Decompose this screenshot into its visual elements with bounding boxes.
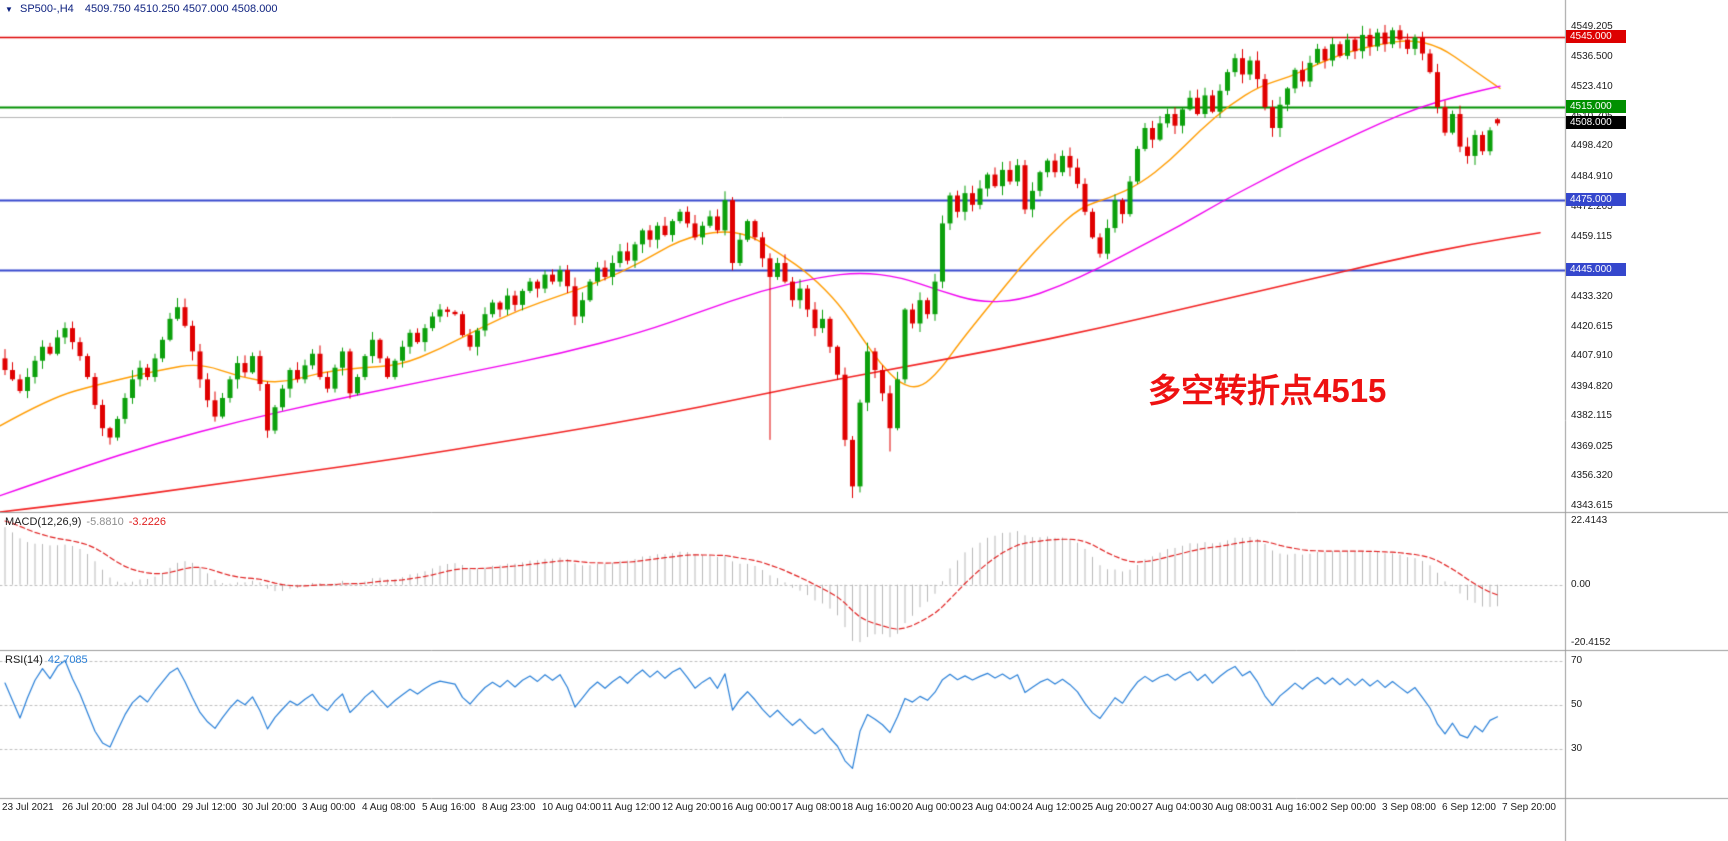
price-axis-label: 4382.115: [1571, 410, 1612, 422]
symbol-timeframe: SP500-,H4: [19, 3, 74, 15]
time-axis-label: 12 Aug 20:00: [662, 802, 721, 813]
time-axis-label: 4 Aug 08:00: [362, 802, 416, 813]
time-axis-label: 26 Jul 20:00: [62, 802, 117, 813]
time-axis-label: 17 Aug 08:00: [782, 802, 841, 813]
price-axis-label: 4343.615: [1571, 499, 1613, 511]
rsi-axis-label: 70: [1571, 655, 1583, 666]
time-axis-label: 31 Aug 16:00: [1262, 802, 1321, 813]
rsi-indicator-label: RSI(14) 42.7085: [5, 654, 88, 666]
time-axis-label: 3 Aug 00:00: [302, 802, 356, 813]
price-axis-label: 4498.420: [1571, 139, 1613, 151]
time-axis-label: 30 Aug 08:00: [1202, 802, 1261, 813]
price-tag: 4508.000: [1566, 116, 1626, 130]
macd-histogram-value: -5.8810: [86, 516, 124, 528]
time-axis-label: 24 Aug 12:00: [1022, 802, 1081, 813]
price-axis-label: 4433.320: [1571, 291, 1613, 303]
time-axis-label: 28 Jul 04:00: [122, 802, 177, 813]
time-axis-label: 23 Aug 04:00: [962, 802, 1021, 813]
time-axis-label: 29 Jul 12:00: [182, 802, 237, 813]
time-axis-label: 11 Aug 12:00: [602, 802, 661, 813]
price-axis-label: 4356.320: [1571, 470, 1613, 482]
price-tag: 4475.000: [1566, 193, 1626, 207]
macd-signal-value: -3.2226: [128, 516, 167, 528]
price-axis-label: 4523.410: [1571, 81, 1613, 93]
macd-axis-label: 0.00: [1571, 578, 1591, 590]
price-tag: 4445.000: [1566, 262, 1626, 276]
time-axis-label: 5 Aug 16:00: [422, 802, 476, 813]
price-axis-label: 4369.025: [1571, 440, 1613, 452]
macd-indicator-label: MACD(12,26,9) -5.8810 -3.2226: [5, 516, 166, 528]
price-axis-label: 4549.205: [1571, 21, 1613, 33]
time-axis-label: 16 Aug 00:00: [722, 802, 781, 813]
time-axis-label: 20 Aug 00:00: [902, 802, 961, 813]
price-axis-label: 4459.115: [1571, 231, 1612, 243]
time-axis-label: 6 Sep 12:00: [1442, 802, 1496, 813]
price-axis-label: 4420.615: [1571, 320, 1613, 332]
time-axis-label: 27 Aug 04:00: [1142, 802, 1201, 813]
macd-name: MACD(12,26,9): [5, 516, 82, 528]
rsi-axis-label: 50: [1571, 699, 1583, 710]
time-axis-label: 10 Aug 04:00: [542, 802, 601, 813]
chart-header: ▼ SP500-,H4 4509.750 4510.250 4507.000 4…: [5, 3, 278, 15]
symbol-dropdown-icon[interactable]: ▼: [5, 5, 13, 14]
price-tag: 4545.000: [1566, 30, 1626, 44]
price-axis-label: 4472.205: [1571, 200, 1613, 212]
price-tag: 4515.000: [1566, 100, 1626, 114]
ohlc-readout: 4509.750 4510.250 4507.000 4508.000: [84, 3, 278, 15]
rsi-value: 42.7085: [47, 654, 88, 666]
time-axis-label: 3 Sep 08:00: [1382, 802, 1436, 813]
time-axis-label: 18 Aug 16:00: [842, 802, 901, 813]
price-axis-label: 4394.820: [1571, 380, 1613, 392]
macd-axis-label: 22.4143: [1571, 515, 1608, 526]
time-axis-label: 30 Jul 20:00: [242, 802, 297, 813]
price-axis-label: 4536.500: [1571, 51, 1613, 63]
annotation-text[interactable]: 多空转折点4515: [1148, 372, 1387, 409]
time-axis-label: 25 Aug 20:00: [1082, 802, 1141, 813]
price-axis-label: 4484.910: [1571, 171, 1613, 183]
rsi-name: RSI(14): [5, 654, 43, 666]
time-axis-label: 2 Sep 00:00: [1322, 802, 1376, 813]
time-axis-label: 23 Jul 2021: [2, 802, 54, 813]
rsi-axis-label: 30: [1571, 743, 1583, 754]
time-axis-label: 7 Sep 20:00: [1502, 802, 1556, 813]
macd-axis-label: -20.4152: [1571, 636, 1611, 648]
price-axis-label: 4407.910: [1571, 350, 1613, 362]
time-axis-label: 8 Aug 23:00: [482, 802, 536, 813]
